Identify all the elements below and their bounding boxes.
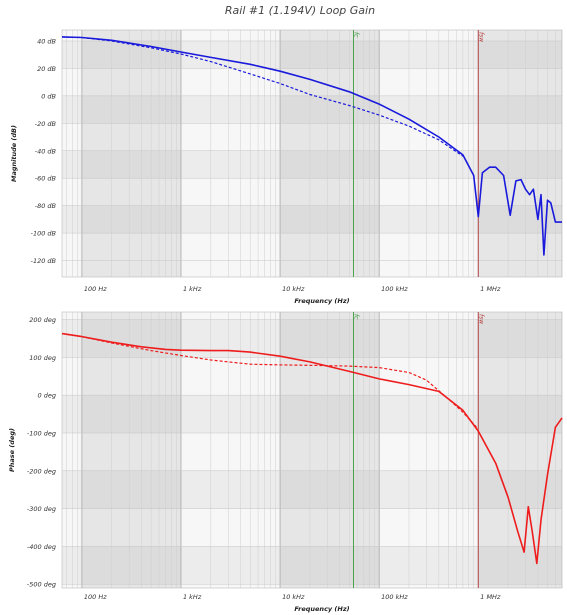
value-band (62, 150, 562, 179)
y-tick-label: -20 dB (35, 120, 57, 128)
decade-band (478, 312, 562, 588)
y-tick-label: -120 dB (31, 257, 57, 265)
y-tick-label: -200 deg (27, 467, 56, 475)
phase-panel: 200 deg 100 deg 0 deg -100 deg -200 deg -300 … (8, 311, 563, 613)
y-tick-label: 0 deg (38, 392, 56, 400)
x-tick-label: 1 MHz (480, 593, 501, 601)
x-tick-label: 10 kHz (282, 285, 305, 293)
decade-band (280, 312, 380, 588)
value-band (62, 95, 562, 124)
series-line-dashed (61, 333, 479, 430)
y-tick-label: -300 deg (27, 505, 56, 513)
y-tick-label: 0 dB (41, 92, 56, 100)
y-tick-label: -40 dB (35, 147, 57, 155)
marker-label: fc (352, 32, 359, 38)
x-tick-label: 1 kHz (183, 593, 202, 601)
decade-band (81, 312, 181, 588)
marker-label: fsw (477, 314, 484, 324)
y-tick-label: -400 deg (27, 543, 56, 551)
series-line-dashed (61, 36, 464, 157)
y-tick-label: 100 deg (29, 354, 56, 362)
y-tick-label: 20 dB (37, 65, 56, 73)
y-axis-label: Phase (deg) (8, 428, 16, 472)
value-band (62, 470, 562, 509)
y-tick-label: -80 dB (35, 202, 57, 210)
y-axis-label: Magnitude (dB) (10, 125, 18, 182)
x-tick-label: 100 kHz (381, 593, 408, 601)
x-axis-label: Frequency (Hz) (294, 297, 349, 305)
value-band (62, 205, 562, 234)
marker-label: fsw (477, 32, 484, 42)
y-tick-label: 40 dB (37, 37, 56, 45)
x-axis-label: Frequency (Hz) (294, 605, 349, 613)
decade-band (81, 30, 181, 277)
x-tick-label: 100 kHz (381, 285, 408, 293)
x-tick-label: 100 Hz (84, 285, 107, 293)
y-tick-label: 200 deg (29, 316, 56, 324)
y-tick-label: -100 deg (27, 429, 56, 437)
x-tick-label: 1 MHz (480, 285, 501, 293)
plot-frame (61, 29, 563, 278)
x-tick-label: 10 kHz (282, 593, 305, 601)
x-tick-label: 1 kHz (183, 285, 202, 293)
y-tick-label: -60 dB (35, 175, 57, 183)
x-tick-label: 100 Hz (84, 593, 107, 601)
y-tick-label: -100 dB (31, 230, 57, 238)
chart-title: Rail #1 (1.194V) Loop Gain (225, 4, 375, 17)
series-line-solid (61, 36, 562, 256)
marker-label: fc (352, 314, 359, 320)
magnitude-panel: 40 dB 20 dB 0 dB -20 dB -40 dB -60 dB -80 dB -1… (10, 29, 563, 305)
decade-band (280, 30, 380, 277)
value-band (62, 319, 562, 358)
plot-frame (61, 311, 563, 589)
value-band (62, 395, 562, 433)
series-line-solid (61, 332, 563, 565)
value-band (62, 546, 562, 585)
decade-band (478, 30, 562, 277)
y-tick-label: -500 deg (27, 581, 56, 589)
